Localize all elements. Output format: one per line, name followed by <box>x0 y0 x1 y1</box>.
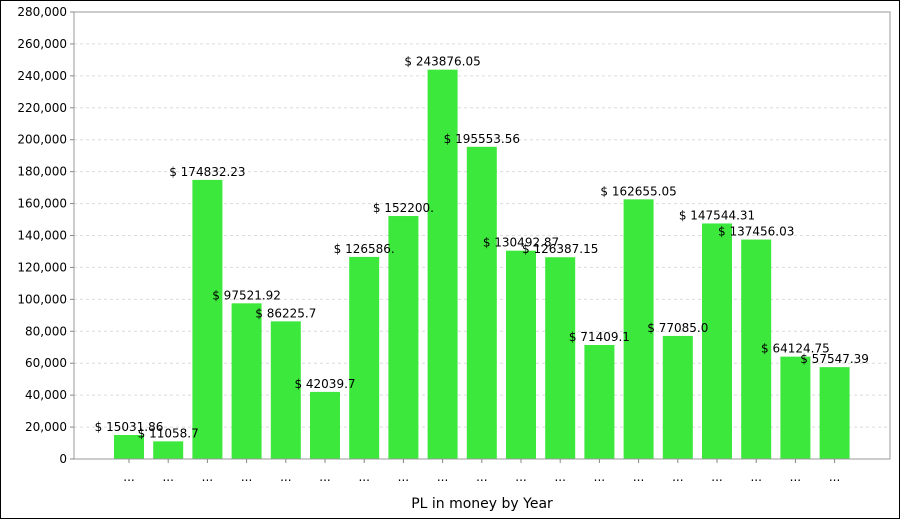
data-label: $ 152200. <box>373 201 434 215</box>
y-tick-label: 20,000 <box>25 420 67 434</box>
data-label: $ 126387.15 <box>522 242 598 256</box>
x-tick-label: ... <box>358 470 369 484</box>
y-tick-label: 280,000 <box>17 5 67 19</box>
y-tick-label: 240,000 <box>17 69 67 83</box>
y-tick-label: 260,000 <box>17 37 67 51</box>
data-label: $ 243876.05 <box>404 55 480 69</box>
data-label: $ 15031.86 <box>95 420 164 434</box>
x-axis-title: PL in money by Year <box>411 496 553 512</box>
data-label: $ 57547.39 <box>800 352 869 366</box>
bar <box>506 250 536 459</box>
data-labels: $ 15031.86$ 11058.7 $ 174832.23 $ 97521.92… <box>95 55 869 441</box>
x-tick-label: ... <box>711 470 722 484</box>
x-tick-label: ... <box>437 470 448 484</box>
x-tick-label: ... <box>515 470 526 484</box>
data-label: $ 130492.87 <box>483 236 559 250</box>
bar <box>388 216 419 459</box>
bar <box>702 223 732 459</box>
data-label: $ 71409.1 <box>569 330 630 344</box>
x-tick-label: ... <box>829 470 840 484</box>
data-label: $ 126586. <box>334 242 395 256</box>
bar <box>231 303 262 459</box>
x-tick-label: ... <box>790 470 801 484</box>
x-tick-label: ... <box>594 470 605 484</box>
data-label: $ 86225.7 <box>255 306 316 320</box>
bar <box>466 146 497 459</box>
x-tick-label: ... <box>319 470 330 484</box>
x-tick-label: ... <box>633 470 644 484</box>
bar <box>780 356 811 459</box>
data-label: $ 137456.03 <box>718 225 794 239</box>
data-label: $ 97521.92 <box>212 288 281 302</box>
y-tick-label: 0 <box>59 452 67 466</box>
data-label: $ 174832.23 <box>169 165 245 179</box>
y-tick-label: 100,000 <box>17 292 67 306</box>
bar <box>114 435 144 459</box>
y-tick-label: 180,000 <box>17 165 67 179</box>
x-tick-label: ... <box>241 470 252 484</box>
y-tick-label: 160,000 <box>17 197 67 211</box>
data-label: $ 147544.31 <box>679 208 755 222</box>
y-tick-label: 140,000 <box>17 229 67 243</box>
x-tick-label: ... <box>750 470 761 484</box>
bar <box>662 335 693 459</box>
x-tick-label: ... <box>202 470 213 484</box>
bar <box>270 321 301 459</box>
x-tick-label: ... <box>554 470 565 484</box>
x-tick-label: ... <box>398 470 409 484</box>
bars <box>114 69 850 460</box>
y-tick-label: 60,000 <box>25 356 67 370</box>
bar <box>192 179 223 460</box>
data-label: $ 77085.0 <box>647 321 708 335</box>
y-tick-label: 200,000 <box>17 133 67 147</box>
x-tick-label: ... <box>280 470 291 484</box>
bar <box>545 257 576 459</box>
x-tick-label: ... <box>476 470 487 484</box>
y-tick-label: 40,000 <box>25 388 67 402</box>
data-label: $ 162655.05 <box>600 184 676 198</box>
bar <box>310 391 340 459</box>
bar <box>623 199 654 459</box>
x-axis-tick-labels: ........................................… <box>123 459 840 484</box>
data-label: $ 64124.75 <box>761 342 830 356</box>
x-tick-label: ... <box>672 470 683 484</box>
y-axis-tick-labels: 0 20,000 40,000 60,000 80,000 100,000 120,000 1… <box>17 5 74 466</box>
bar <box>427 69 458 459</box>
x-tick-label: ... <box>162 470 173 484</box>
y-tick-label: 80,000 <box>25 324 67 338</box>
bar <box>153 441 184 459</box>
y-tick-label: 220,000 <box>17 101 67 115</box>
data-label: $ 11058.7 <box>138 426 199 440</box>
data-label: $ 42039.7 <box>294 377 355 391</box>
bar <box>584 345 615 459</box>
bar <box>349 256 380 459</box>
y-tick-label: 120,000 <box>17 260 67 274</box>
x-tick-label: ... <box>123 470 134 484</box>
data-label: $ 195553.56 <box>444 132 520 146</box>
bar <box>819 367 850 459</box>
bar <box>741 239 772 459</box>
